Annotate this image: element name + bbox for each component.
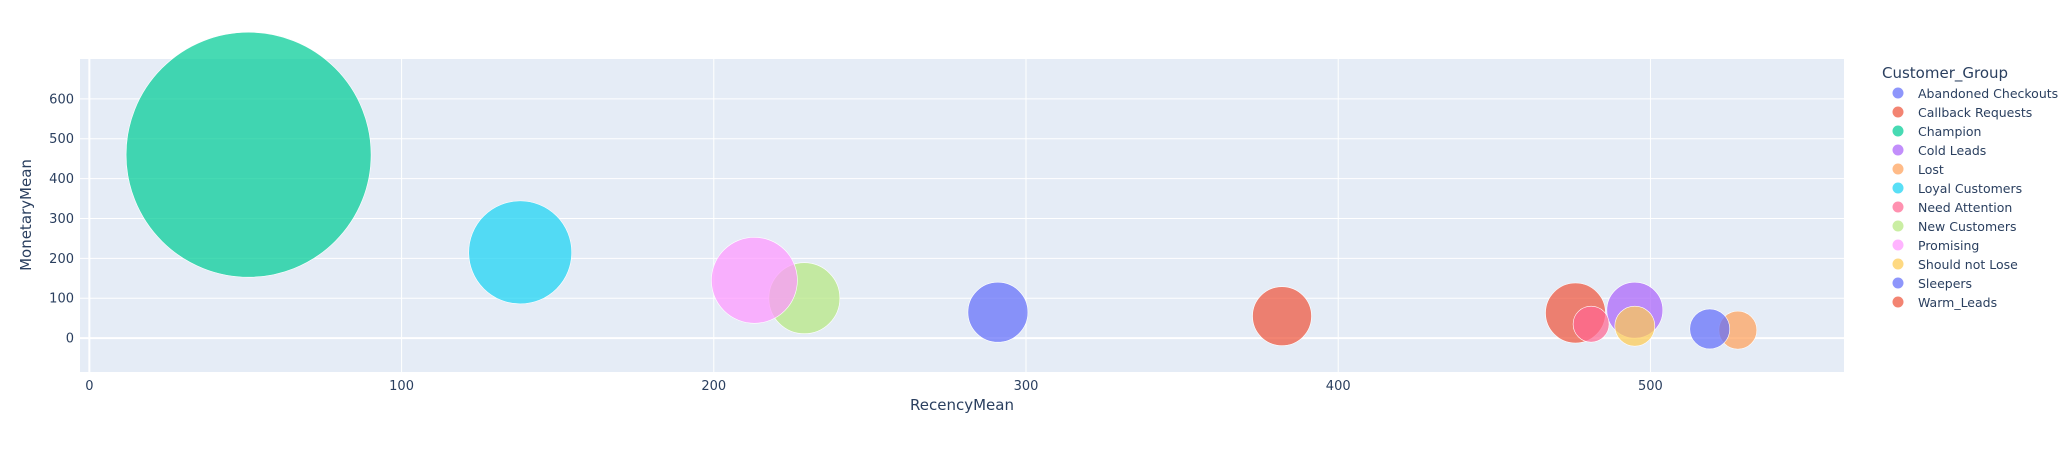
legend-label[interactable]: Cold Leads — [1918, 143, 1986, 158]
legend-label[interactable]: Lost — [1918, 162, 1944, 177]
legend-title: Customer_Group — [1882, 64, 2008, 83]
legend-marker[interactable] — [1892, 163, 1904, 175]
y-tick-label: 100 — [49, 292, 74, 307]
legend-label[interactable]: Champion — [1918, 124, 1981, 139]
y-axis-title: MonetaryMean — [17, 159, 35, 271]
legend-marker[interactable] — [1892, 296, 1904, 308]
bubble-layer — [125, 31, 1758, 350]
bubble[interactable] — [711, 236, 798, 324]
x-tick-label: 0 — [85, 379, 93, 394]
x-tick-label: 500 — [1638, 379, 1663, 394]
zero-lines — [80, 59, 1844, 372]
legend-label[interactable]: Sleepers — [1918, 276, 1972, 291]
y-tick-label: 500 — [49, 132, 74, 147]
y-tick-label: 600 — [49, 92, 74, 107]
legend-label[interactable]: Abandoned Checkouts — [1918, 86, 2058, 101]
legend-label[interactable]: Callback Requests — [1918, 105, 2032, 120]
y-tick-label: 200 — [49, 252, 74, 267]
legend-marker[interactable] — [1892, 125, 1904, 137]
x-tick-label: 100 — [389, 379, 414, 394]
x-axis-title: RecencyMean — [910, 396, 1014, 414]
grid-lines — [80, 59, 1844, 372]
x-tick-label: 400 — [1326, 379, 1351, 394]
bubble[interactable] — [125, 31, 372, 278]
y-tick-label: 400 — [49, 172, 74, 187]
bubble[interactable] — [1252, 286, 1312, 346]
bubble[interactable] — [1572, 305, 1610, 343]
y-tick-label: 0 — [66, 332, 74, 347]
legend-marker[interactable] — [1892, 258, 1904, 270]
legend-label[interactable]: Warm_Leads — [1918, 295, 1997, 310]
legend: Customer_Group Abandoned Checkouts Callba… — [1882, 64, 2058, 310]
legend-marker[interactable] — [1892, 220, 1904, 232]
x-tick-label: 200 — [701, 379, 726, 394]
legend-marker[interactable] — [1892, 106, 1904, 118]
bubble[interactable] — [1689, 308, 1731, 350]
legend-label[interactable]: Should not Lose — [1918, 257, 2018, 272]
legend-label[interactable]: New Customers — [1918, 219, 2016, 234]
tick-labels: 0 100 200 300 400 500 0 100 200 300 400 500 600 — [49, 92, 1663, 394]
legend-marker[interactable] — [1892, 277, 1904, 289]
bubble[interactable] — [468, 200, 573, 305]
legend-label[interactable]: Promising — [1918, 238, 1979, 253]
bubble[interactable] — [1614, 305, 1656, 347]
legend-label[interactable]: Need Attention — [1918, 200, 2012, 215]
legend-marker[interactable] — [1892, 87, 1904, 99]
legend-marker[interactable] — [1892, 182, 1904, 194]
legend-marker[interactable] — [1892, 201, 1904, 213]
legend-marker[interactable] — [1892, 144, 1904, 156]
legend-label[interactable]: Loyal Customers — [1918, 181, 2022, 196]
y-tick-label: 300 — [49, 212, 74, 227]
bubble[interactable] — [967, 281, 1029, 343]
x-tick-label: 300 — [1014, 379, 1039, 394]
legend-marker[interactable] — [1892, 239, 1904, 251]
